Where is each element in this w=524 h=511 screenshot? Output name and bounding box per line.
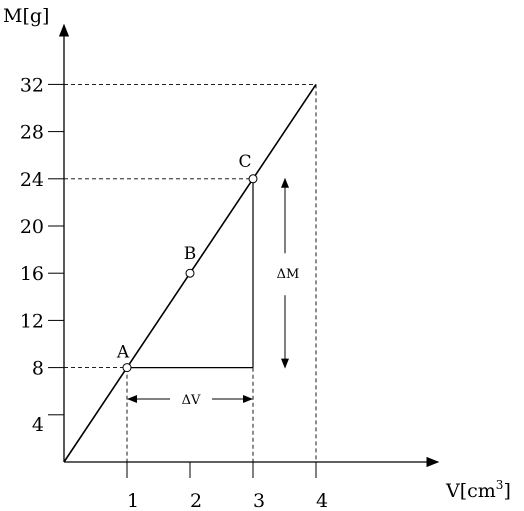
delta-m-label: ΔM — [277, 267, 300, 282]
point-label-B: B — [184, 244, 197, 264]
y-tick-label-4: 4 — [32, 414, 44, 436]
point-A — [122, 363, 132, 373]
x-axis-label-close: ] — [503, 480, 510, 502]
x-tick-label-4: 4 — [316, 490, 328, 511]
points-group: A B C — [116, 152, 258, 373]
y-tick-label-12: 12 — [20, 310, 44, 332]
x-tick-label-1: 1 — [127, 490, 139, 511]
y-axis-label: M[g] — [3, 5, 49, 27]
point-label-C: C — [238, 152, 251, 172]
x-axis-label-sup: 3 — [496, 478, 504, 492]
point-B — [185, 268, 195, 278]
delta-v-label: ΔV — [182, 393, 201, 408]
x-axis-label: V[cm3] — [445, 478, 511, 502]
x-tick-label-2: 2 — [190, 490, 202, 511]
y-tick-label-20: 20 — [20, 216, 44, 238]
y-tick-label-16: 16 — [20, 263, 44, 285]
x-tick-label-3: 3 — [253, 490, 265, 511]
y-tick-label-28: 28 — [20, 122, 44, 144]
y-tick-label-8: 8 — [32, 358, 44, 380]
point-C — [248, 174, 258, 184]
x-axis-label-main: V[cm — [445, 480, 496, 502]
y-tick-label-24: 24 — [20, 169, 44, 191]
point-label-A: A — [116, 343, 130, 363]
axes — [58, 23, 440, 468]
delta-construction — [127, 177, 289, 403]
y-tick-label-32: 32 — [20, 74, 44, 96]
